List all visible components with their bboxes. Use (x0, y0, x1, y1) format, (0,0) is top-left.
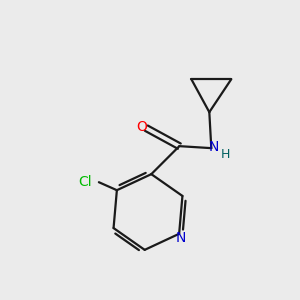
Text: H: H (220, 148, 230, 160)
Text: O: O (136, 120, 147, 134)
Text: Cl: Cl (78, 175, 92, 189)
Text: N: N (209, 140, 220, 154)
Text: N: N (176, 231, 186, 245)
